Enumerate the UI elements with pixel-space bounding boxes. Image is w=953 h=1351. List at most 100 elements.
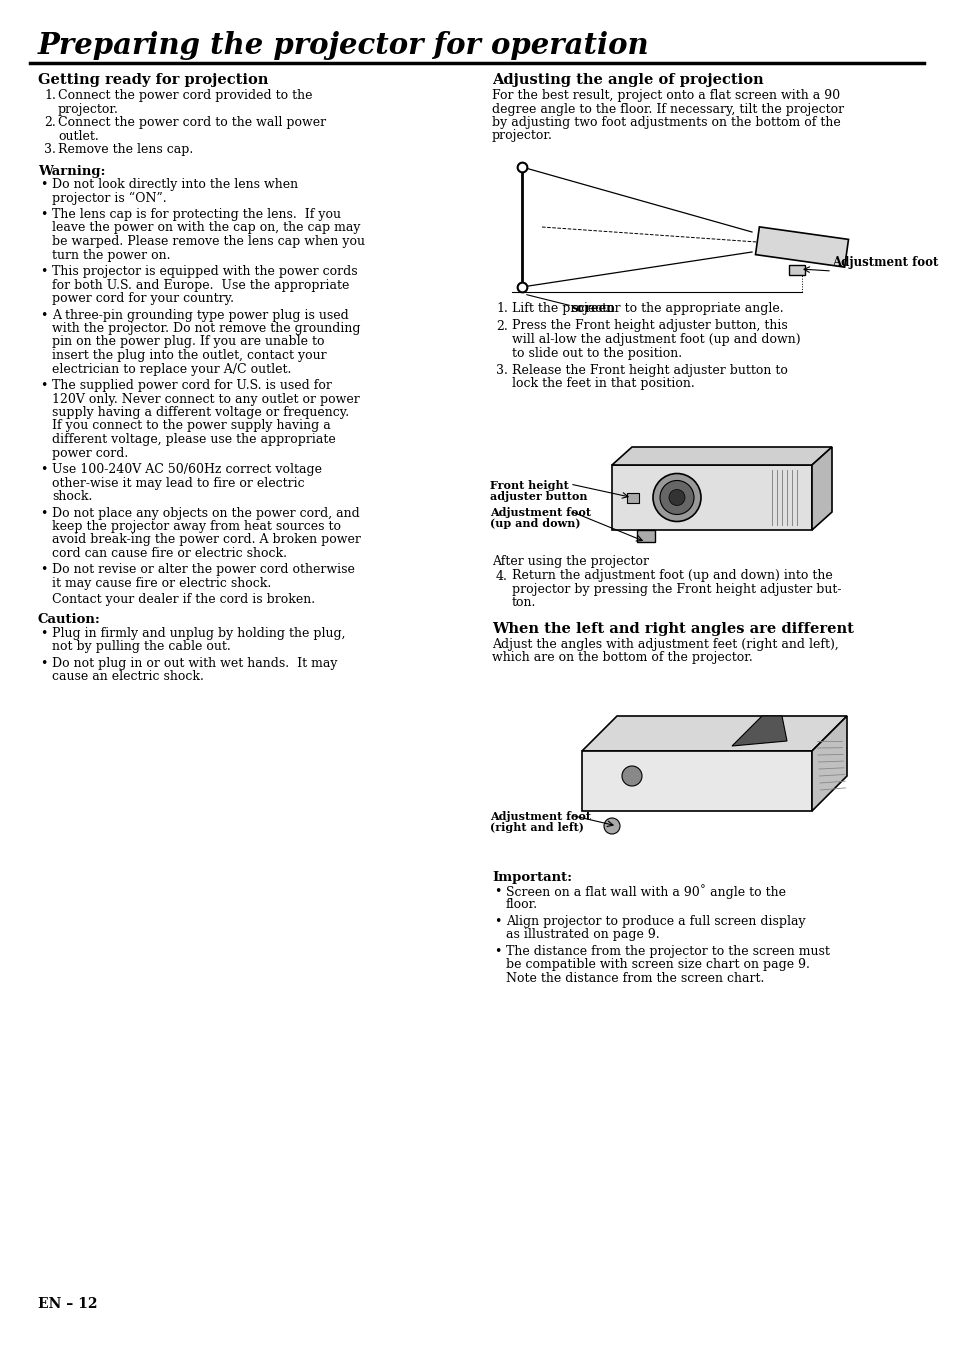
Text: screen: screen bbox=[572, 303, 615, 315]
Text: outlet.: outlet. bbox=[58, 130, 99, 142]
Text: be warped. Please remove the lens cap when you: be warped. Please remove the lens cap wh… bbox=[52, 235, 365, 249]
Text: lock the feet in that position.: lock the feet in that position. bbox=[512, 377, 694, 390]
Text: as illustrated on page 9.: as illustrated on page 9. bbox=[505, 928, 659, 942]
Text: adjuster button: adjuster button bbox=[490, 490, 587, 503]
Text: degree angle to the floor. If necessary, tilt the projector: degree angle to the floor. If necessary,… bbox=[492, 103, 843, 115]
FancyBboxPatch shape bbox=[612, 465, 811, 530]
Text: If you connect to the power supply having a: If you connect to the power supply havin… bbox=[52, 420, 331, 432]
Polygon shape bbox=[811, 716, 846, 811]
Text: by adjusting two foot adjustments on the bottom of the: by adjusting two foot adjustments on the… bbox=[492, 116, 840, 128]
Text: Screen on a flat wall with a 90˚ angle to the: Screen on a flat wall with a 90˚ angle t… bbox=[505, 885, 785, 900]
Text: Press the Front height adjuster button, this: Press the Front height adjuster button, … bbox=[512, 319, 787, 332]
Text: projector.: projector. bbox=[58, 103, 119, 115]
Bar bbox=[626, 493, 639, 503]
Text: projector.: projector. bbox=[492, 130, 553, 142]
Text: it may cause fire or electric shock.: it may cause fire or electric shock. bbox=[52, 577, 271, 590]
Polygon shape bbox=[581, 716, 846, 751]
Text: •: • bbox=[40, 627, 48, 639]
Text: •: • bbox=[494, 885, 501, 897]
Text: Adjustment foot: Adjustment foot bbox=[831, 255, 938, 269]
Text: The lens cap is for protecting the lens.  If you: The lens cap is for protecting the lens.… bbox=[52, 208, 340, 222]
Text: The distance from the projector to the screen must: The distance from the projector to the s… bbox=[505, 944, 829, 958]
Text: Adjustment foot: Adjustment foot bbox=[490, 811, 590, 821]
Text: 4.: 4. bbox=[496, 570, 507, 582]
Text: cause an electric shock.: cause an electric shock. bbox=[52, 670, 204, 684]
Text: Preparing the projector for operation: Preparing the projector for operation bbox=[38, 31, 649, 59]
Text: floor.: floor. bbox=[505, 898, 537, 911]
Text: will al-low the adjustment foot (up and down): will al-low the adjustment foot (up and … bbox=[512, 332, 800, 346]
Text: be compatible with screen size chart on page 9.: be compatible with screen size chart on … bbox=[505, 958, 809, 971]
Text: which are on the bottom of the projector.: which are on the bottom of the projector… bbox=[492, 651, 752, 665]
Text: Note the distance from the screen chart.: Note the distance from the screen chart. bbox=[505, 971, 763, 985]
Circle shape bbox=[621, 766, 641, 786]
Bar bbox=[637, 530, 655, 542]
Circle shape bbox=[659, 481, 693, 515]
Text: EN – 12: EN – 12 bbox=[38, 1297, 97, 1310]
Bar bbox=[788, 265, 804, 276]
Text: •: • bbox=[40, 178, 48, 190]
Text: 2.: 2. bbox=[496, 319, 507, 332]
Text: Do not place any objects on the power cord, and: Do not place any objects on the power co… bbox=[52, 507, 359, 520]
Text: 1.: 1. bbox=[496, 303, 507, 315]
Text: Connect the power cord provided to the: Connect the power cord provided to the bbox=[58, 89, 313, 101]
Text: •: • bbox=[494, 944, 501, 958]
Text: not by pulling the cable out.: not by pulling the cable out. bbox=[52, 640, 231, 653]
Text: Adjust the angles with adjustment feet (right and left),: Adjust the angles with adjustment feet (… bbox=[492, 638, 838, 651]
Text: Do not plug in or out with wet hands.  It may: Do not plug in or out with wet hands. It… bbox=[52, 657, 337, 670]
Polygon shape bbox=[731, 716, 786, 746]
Text: with the projector. Do not remove the grounding: with the projector. Do not remove the gr… bbox=[52, 322, 360, 335]
Text: Lift the projector to the appropriate angle.: Lift the projector to the appropriate an… bbox=[512, 303, 782, 315]
Text: (right and left): (right and left) bbox=[490, 821, 583, 834]
Text: •: • bbox=[40, 507, 48, 520]
Text: power cord for your country.: power cord for your country. bbox=[52, 292, 233, 305]
Text: Caution:: Caution: bbox=[38, 613, 101, 626]
Text: turn the power on.: turn the power on. bbox=[52, 249, 171, 262]
Text: •: • bbox=[40, 308, 48, 322]
Circle shape bbox=[652, 473, 700, 521]
Text: shock.: shock. bbox=[52, 490, 92, 503]
Text: (up and down): (up and down) bbox=[490, 517, 579, 530]
Text: electrician to replace your A/C outlet.: electrician to replace your A/C outlet. bbox=[52, 362, 291, 376]
Text: supply having a different voltage or frequency.: supply having a different voltage or fre… bbox=[52, 407, 349, 419]
Text: 3.: 3. bbox=[496, 363, 507, 377]
Text: A three-pin grounding type power plug is used: A three-pin grounding type power plug is… bbox=[52, 308, 349, 322]
Text: Front height: Front height bbox=[490, 480, 568, 490]
Text: keep the projector away from heat sources to: keep the projector away from heat source… bbox=[52, 520, 340, 534]
Text: power cord.: power cord. bbox=[52, 446, 128, 459]
Polygon shape bbox=[581, 751, 811, 811]
Text: Contact your dealer if the cord is broken.: Contact your dealer if the cord is broke… bbox=[52, 593, 314, 607]
Text: leave the power on with the cap on, the cap may: leave the power on with the cap on, the … bbox=[52, 222, 360, 235]
Text: Adjusting the angle of projection: Adjusting the angle of projection bbox=[492, 73, 762, 86]
Text: Important:: Important: bbox=[492, 871, 572, 884]
Polygon shape bbox=[811, 447, 831, 530]
Text: 3.: 3. bbox=[44, 143, 56, 155]
Text: •: • bbox=[40, 657, 48, 670]
Text: Remove the lens cap.: Remove the lens cap. bbox=[58, 143, 193, 155]
Text: 1.: 1. bbox=[44, 89, 56, 101]
Text: Do not revise or alter the power cord otherwise: Do not revise or alter the power cord ot… bbox=[52, 563, 355, 577]
Text: Align projector to produce a full screen display: Align projector to produce a full screen… bbox=[505, 915, 804, 928]
Text: Adjustment foot: Adjustment foot bbox=[490, 507, 590, 517]
Text: •: • bbox=[40, 563, 48, 577]
Text: Use 100-240V AC 50/60Hz correct voltage: Use 100-240V AC 50/60Hz correct voltage bbox=[52, 463, 322, 476]
Text: to slide out to the position.: to slide out to the position. bbox=[512, 346, 681, 359]
Text: ton.: ton. bbox=[512, 597, 536, 609]
Polygon shape bbox=[755, 227, 847, 267]
Text: insert the plug into the outlet, contact your: insert the plug into the outlet, contact… bbox=[52, 349, 326, 362]
Text: •: • bbox=[40, 463, 48, 476]
Text: After using the projector: After using the projector bbox=[492, 555, 648, 567]
Text: Connect the power cord to the wall power: Connect the power cord to the wall power bbox=[58, 116, 326, 128]
Text: for both U.S. and Europe.  Use the appropriate: for both U.S. and Europe. Use the approp… bbox=[52, 278, 349, 292]
Text: Plug in firmly and unplug by holding the plug,: Plug in firmly and unplug by holding the… bbox=[52, 627, 345, 639]
Text: •: • bbox=[40, 380, 48, 392]
Text: 2.: 2. bbox=[44, 116, 55, 128]
Text: avoid break-ing the power cord. A broken power: avoid break-ing the power cord. A broken… bbox=[52, 534, 360, 547]
Text: Do not look directly into the lens when: Do not look directly into the lens when bbox=[52, 178, 297, 190]
Text: cord can cause fire or electric shock.: cord can cause fire or electric shock. bbox=[52, 547, 287, 561]
Text: This projector is equipped with the power cords: This projector is equipped with the powe… bbox=[52, 265, 357, 278]
Text: projector is “ON”.: projector is “ON”. bbox=[52, 192, 167, 205]
Circle shape bbox=[603, 817, 619, 834]
Text: other-wise it may lead to fire or electric: other-wise it may lead to fire or electr… bbox=[52, 477, 304, 489]
Text: •: • bbox=[40, 265, 48, 278]
Polygon shape bbox=[612, 447, 831, 465]
